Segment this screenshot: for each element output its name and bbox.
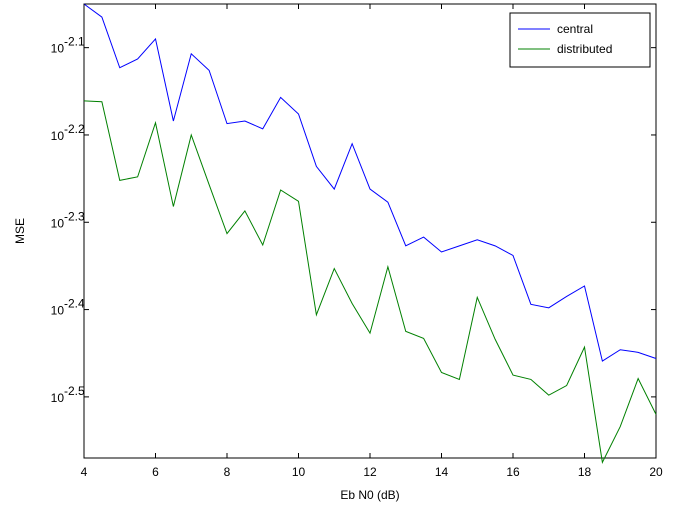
y-tick-exponent: -2.2 [64,122,85,136]
y-tick-label: 10 [51,391,65,405]
x-tick-label: 6 [152,465,159,479]
x-tick-label: 10 [292,465,306,479]
x-tick-label: 14 [435,465,449,479]
series-line-distributed [83,100,657,464]
y-tick-label: 10 [51,216,65,230]
legend-box [509,12,651,68]
y-tick-exponent: -2.5 [64,384,85,398]
x-tick-label: 8 [224,465,231,479]
x-tick-label: 12 [363,465,377,479]
y-tick-label: 10 [51,42,65,56]
x-tick-label: 16 [506,465,520,479]
series-line-central [83,3,657,362]
legend-label-distributed: distributed [557,42,612,56]
y-tick-exponent: -2.4 [64,297,85,311]
y-tick-exponent: -2.1 [64,35,85,49]
x-axis-label: Eb N0 (dB) [340,488,399,502]
series-lines [83,3,657,464]
x-tick-label: 20 [649,465,663,479]
y-tick-label: 10 [51,304,65,318]
plot-area [83,3,657,459]
y-tick-exponent: -2.3 [64,209,85,223]
x-tick-label: 18 [578,465,592,479]
legend: central distributed [509,12,651,68]
y-tick-label: 10 [51,129,65,143]
y-axis-label: MSE [13,218,27,244]
legend-label-central: central [557,22,593,36]
x-tick-label: 4 [81,465,88,479]
